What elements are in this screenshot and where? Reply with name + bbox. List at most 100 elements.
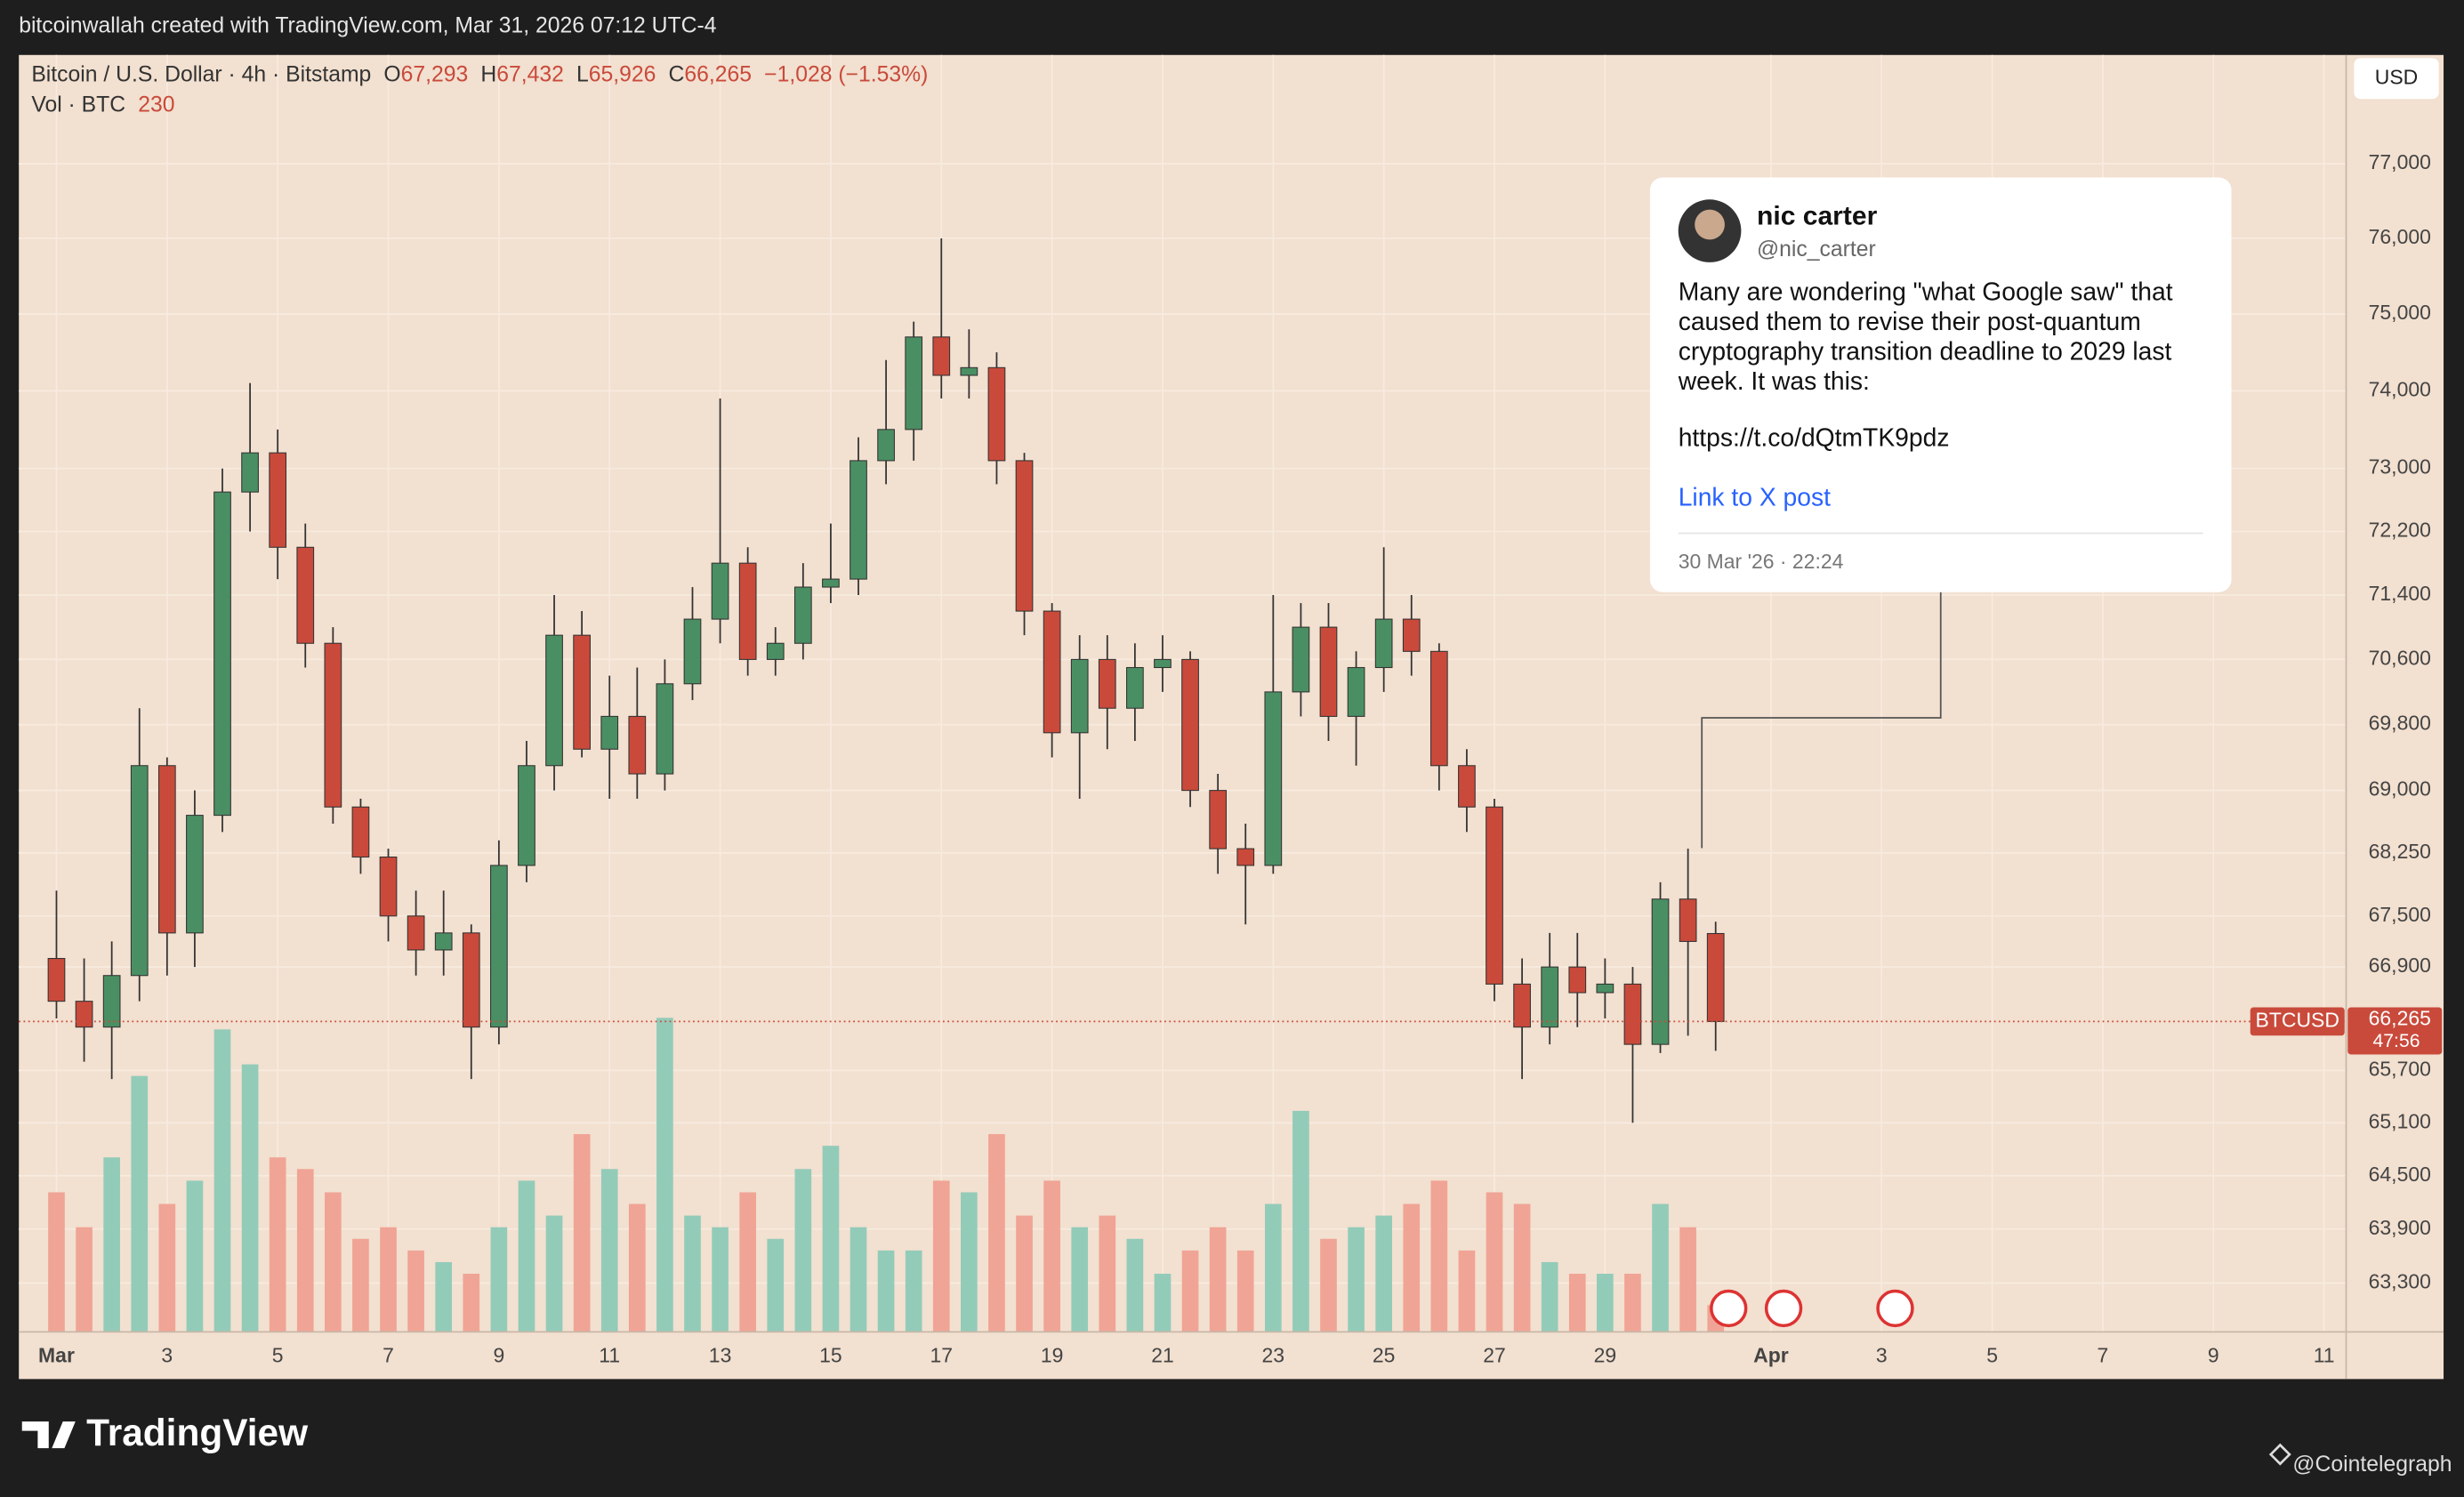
volume-bar: [380, 1227, 397, 1332]
volume-bar: [822, 1146, 840, 1332]
candle-body: [711, 562, 729, 620]
tweet-link[interactable]: Link to X post: [1678, 485, 1831, 512]
tradingview-logo: [21, 1421, 76, 1449]
candle-body: [850, 460, 867, 580]
candle-body: [1458, 765, 1476, 808]
candle-body: [1209, 790, 1227, 849]
volume-bar: [1403, 1203, 1421, 1332]
volume-bar: [1541, 1261, 1558, 1332]
candle-body: [1098, 658, 1116, 709]
symbol-label: BTCUSD: [2256, 1008, 2339, 1031]
volume-bar: [739, 1192, 756, 1332]
x-tick-label: 9: [493, 1344, 504, 1367]
footer-credit: @Cointelegraph: [2292, 1453, 2452, 1477]
volume-bar: [463, 1274, 480, 1332]
event-flag: [1710, 1289, 1748, 1328]
candle-body: [1706, 932, 1725, 1022]
candle-body: [1292, 626, 1310, 693]
candle-body: [905, 336, 923, 431]
x-tick-label: 29: [1594, 1344, 1617, 1367]
volume-bar: [1126, 1238, 1144, 1332]
candle-body: [1486, 806, 1503, 985]
volume-bar: [1679, 1227, 1696, 1332]
legend-value: 67,293: [401, 62, 469, 86]
candle-body: [1596, 983, 1614, 994]
volume-bar: [435, 1261, 453, 1332]
candle-body: [1264, 691, 1283, 866]
volume-title: Vol · BTC: [31, 93, 125, 117]
candle-body: [518, 765, 535, 866]
candle-body: [102, 975, 121, 1028]
volume-bar: [877, 1250, 895, 1332]
y-tick-label: 76,000: [2369, 225, 2431, 248]
candle-body: [1623, 983, 1642, 1045]
tweet-name: nic carter: [1757, 201, 1878, 231]
tweet-text: Many are wondering "what Google saw" tha…: [1678, 279, 2173, 396]
y-tick-label: 63,300: [2369, 1269, 2431, 1292]
candle-body: [573, 634, 591, 750]
volume-bar: [1264, 1203, 1282, 1332]
x-tick-label: 11: [2314, 1344, 2335, 1367]
candle-body: [960, 366, 978, 376]
legend-title: Bitcoin / U.S. Dollar · 4h · Bitstamp: [31, 62, 371, 86]
y-tick-label: 72,200: [2369, 519, 2431, 542]
volume-bar: [490, 1227, 508, 1332]
volume-bar: [1348, 1227, 1365, 1332]
volume-bar: [269, 1157, 286, 1332]
price-tag: [2347, 1007, 2443, 1055]
volume-bar: [241, 1064, 259, 1332]
legend: Bitcoin / U.S. Dollar · 4h · Bitstamp O67…: [31, 62, 928, 86]
volume-bar: [1016, 1215, 1033, 1332]
x-tick-label: 15: [819, 1344, 842, 1367]
candle-body: [1429, 650, 1448, 767]
header-text: bitcoinwallah created with TradingView.c…: [19, 14, 717, 38]
volume-bar: [131, 1075, 149, 1332]
candle-body: [877, 429, 895, 462]
volume-bar: [961, 1192, 978, 1332]
volume-bar: [1071, 1227, 1089, 1332]
y-tick-label: 74,000: [2369, 377, 2431, 400]
volume-bar: [905, 1250, 922, 1332]
tweet-handle: @nic_carter: [1757, 235, 1876, 262]
tweet-url[interactable]: https://t.co/dQtmTK9pdz: [1678, 425, 1950, 453]
y-tick-label: 73,000: [2369, 455, 2431, 479]
y-tick-label: 77,000: [2369, 150, 2431, 173]
event-flag: [1764, 1289, 1803, 1328]
candle-body: [1347, 666, 1365, 717]
y-tick-label: 69,000: [2369, 777, 2431, 801]
x-tick-label: 17: [930, 1344, 954, 1367]
volume-legend: Vol · BTC 230: [31, 93, 174, 117]
x-tick-label: 23: [1262, 1344, 1285, 1367]
volume-bar: [1652, 1203, 1669, 1332]
volume-bar: [1320, 1238, 1337, 1332]
event-flag: [1876, 1289, 1914, 1328]
candle-body: [241, 452, 259, 493]
legend-value: 66,265: [684, 62, 752, 86]
x-tick-label: 25: [1373, 1344, 1396, 1367]
volume-bar: [1181, 1250, 1199, 1332]
volume-bar: [684, 1215, 701, 1332]
candle-body: [1541, 966, 1559, 1028]
x-tick-label: 5: [1986, 1344, 1998, 1367]
volume-bar: [1458, 1250, 1476, 1332]
volume-bar: [628, 1203, 646, 1332]
legend-key: L: [576, 62, 589, 86]
volume-bar: [767, 1238, 785, 1332]
y-tick-label: 68,250: [2369, 840, 2431, 863]
countdown: 47:56: [2372, 1031, 2420, 1051]
y-tick-label: 70,600: [2369, 646, 2431, 669]
volume-bar: [850, 1227, 867, 1332]
candle-body: [822, 578, 840, 588]
candle-body: [1126, 666, 1144, 709]
x-tick-label: 9: [2208, 1344, 2219, 1367]
y-tick-label: 71,400: [2369, 582, 2431, 605]
currency-box: [2354, 58, 2439, 100]
candle-body: [1679, 898, 1697, 942]
candle-body: [545, 634, 563, 767]
volume-bar: [76, 1227, 93, 1332]
volume-bar: [1568, 1274, 1586, 1332]
axes: 77,000 76,000 75,000 74,000 73,000 72,200 71,4…: [38, 150, 2443, 1367]
